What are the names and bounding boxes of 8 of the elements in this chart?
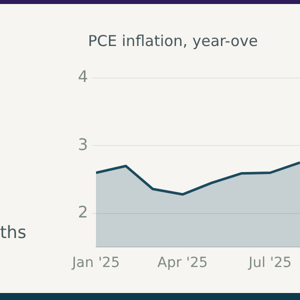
chart-title: PCE inflation, year-ove xyxy=(88,32,258,50)
text: ths xyxy=(0,223,26,243)
y-tick-label: 4 xyxy=(78,67,88,86)
x-tick-label: Jan '25 xyxy=(71,255,120,272)
x-tick-label: Jul '25 xyxy=(248,255,292,272)
y-tick-label: 3 xyxy=(78,134,88,154)
y-tick-label: 2 xyxy=(78,202,88,222)
x-tick-label: Apr '25 xyxy=(157,255,208,272)
